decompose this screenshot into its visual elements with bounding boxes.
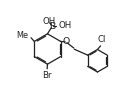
Text: Me: Me <box>16 31 28 40</box>
Text: O: O <box>62 37 70 46</box>
Text: B: B <box>49 22 55 31</box>
Text: OH: OH <box>42 17 56 26</box>
Text: OH: OH <box>58 21 72 30</box>
Text: Cl: Cl <box>98 35 106 44</box>
Text: Br: Br <box>42 71 52 80</box>
